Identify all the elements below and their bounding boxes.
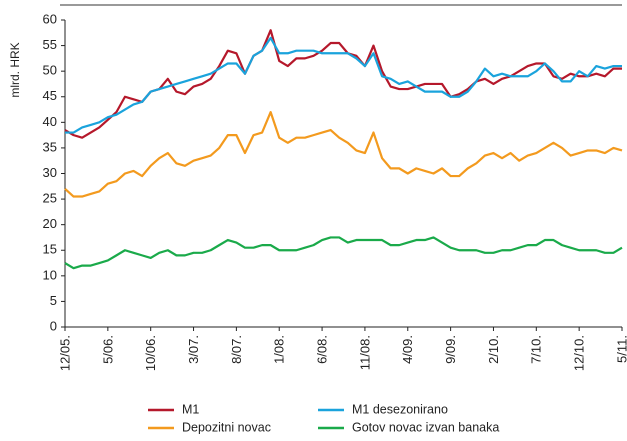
y-tick-label: 10 bbox=[43, 267, 57, 282]
series-line bbox=[64, 111, 623, 198]
x-tick-label: 9/09. bbox=[443, 335, 458, 364]
x-tick-label: 5/11. bbox=[614, 335, 627, 363]
y-tick-label: 20 bbox=[43, 216, 57, 231]
x-tick-label: 6/08. bbox=[315, 335, 330, 364]
y-tick-label: 30 bbox=[43, 165, 57, 180]
series-line bbox=[65, 36, 622, 134]
y-tick-label: 5 bbox=[50, 293, 57, 308]
x-tick-label: 3/07. bbox=[186, 335, 201, 364]
x-tick-label: 1/08. bbox=[272, 335, 287, 364]
x-tick-label: 12/05. bbox=[57, 335, 72, 371]
y-tick-label: 40 bbox=[43, 114, 57, 129]
x-tick-label: 7/10. bbox=[529, 335, 544, 364]
y-tick-label: 0 bbox=[50, 318, 57, 333]
x-tick-label: 12/10. bbox=[572, 335, 587, 371]
legend-label: M1 desezonirano bbox=[352, 402, 448, 416]
legend-label: Gotov novac izvan banaka bbox=[352, 420, 499, 434]
series-line bbox=[64, 236, 623, 270]
y-tick-label: 15 bbox=[43, 242, 57, 257]
x-tick-label: 4/09. bbox=[400, 335, 415, 364]
y-tick-label: 55 bbox=[43, 37, 57, 52]
y-tick-label: 50 bbox=[43, 63, 57, 78]
x-tick-label: 2/10. bbox=[486, 335, 501, 364]
x-tick-label: 11/08. bbox=[357, 335, 372, 370]
y-tick-label: 25 bbox=[43, 191, 57, 206]
y-axis-label: mlrd. HRK bbox=[8, 42, 22, 97]
legend-label: Depozitni novac bbox=[182, 420, 271, 434]
x-tick-label: 5/06. bbox=[100, 335, 115, 364]
series-line bbox=[64, 29, 622, 139]
legend-label: M1 bbox=[182, 402, 199, 416]
x-tick-label: 8/07. bbox=[229, 335, 244, 364]
y-tick-label: 60 bbox=[43, 11, 57, 26]
y-tick-label: 35 bbox=[43, 139, 57, 154]
x-tick-label: 10/06. bbox=[143, 335, 158, 371]
y-tick-label: 45 bbox=[43, 88, 57, 103]
